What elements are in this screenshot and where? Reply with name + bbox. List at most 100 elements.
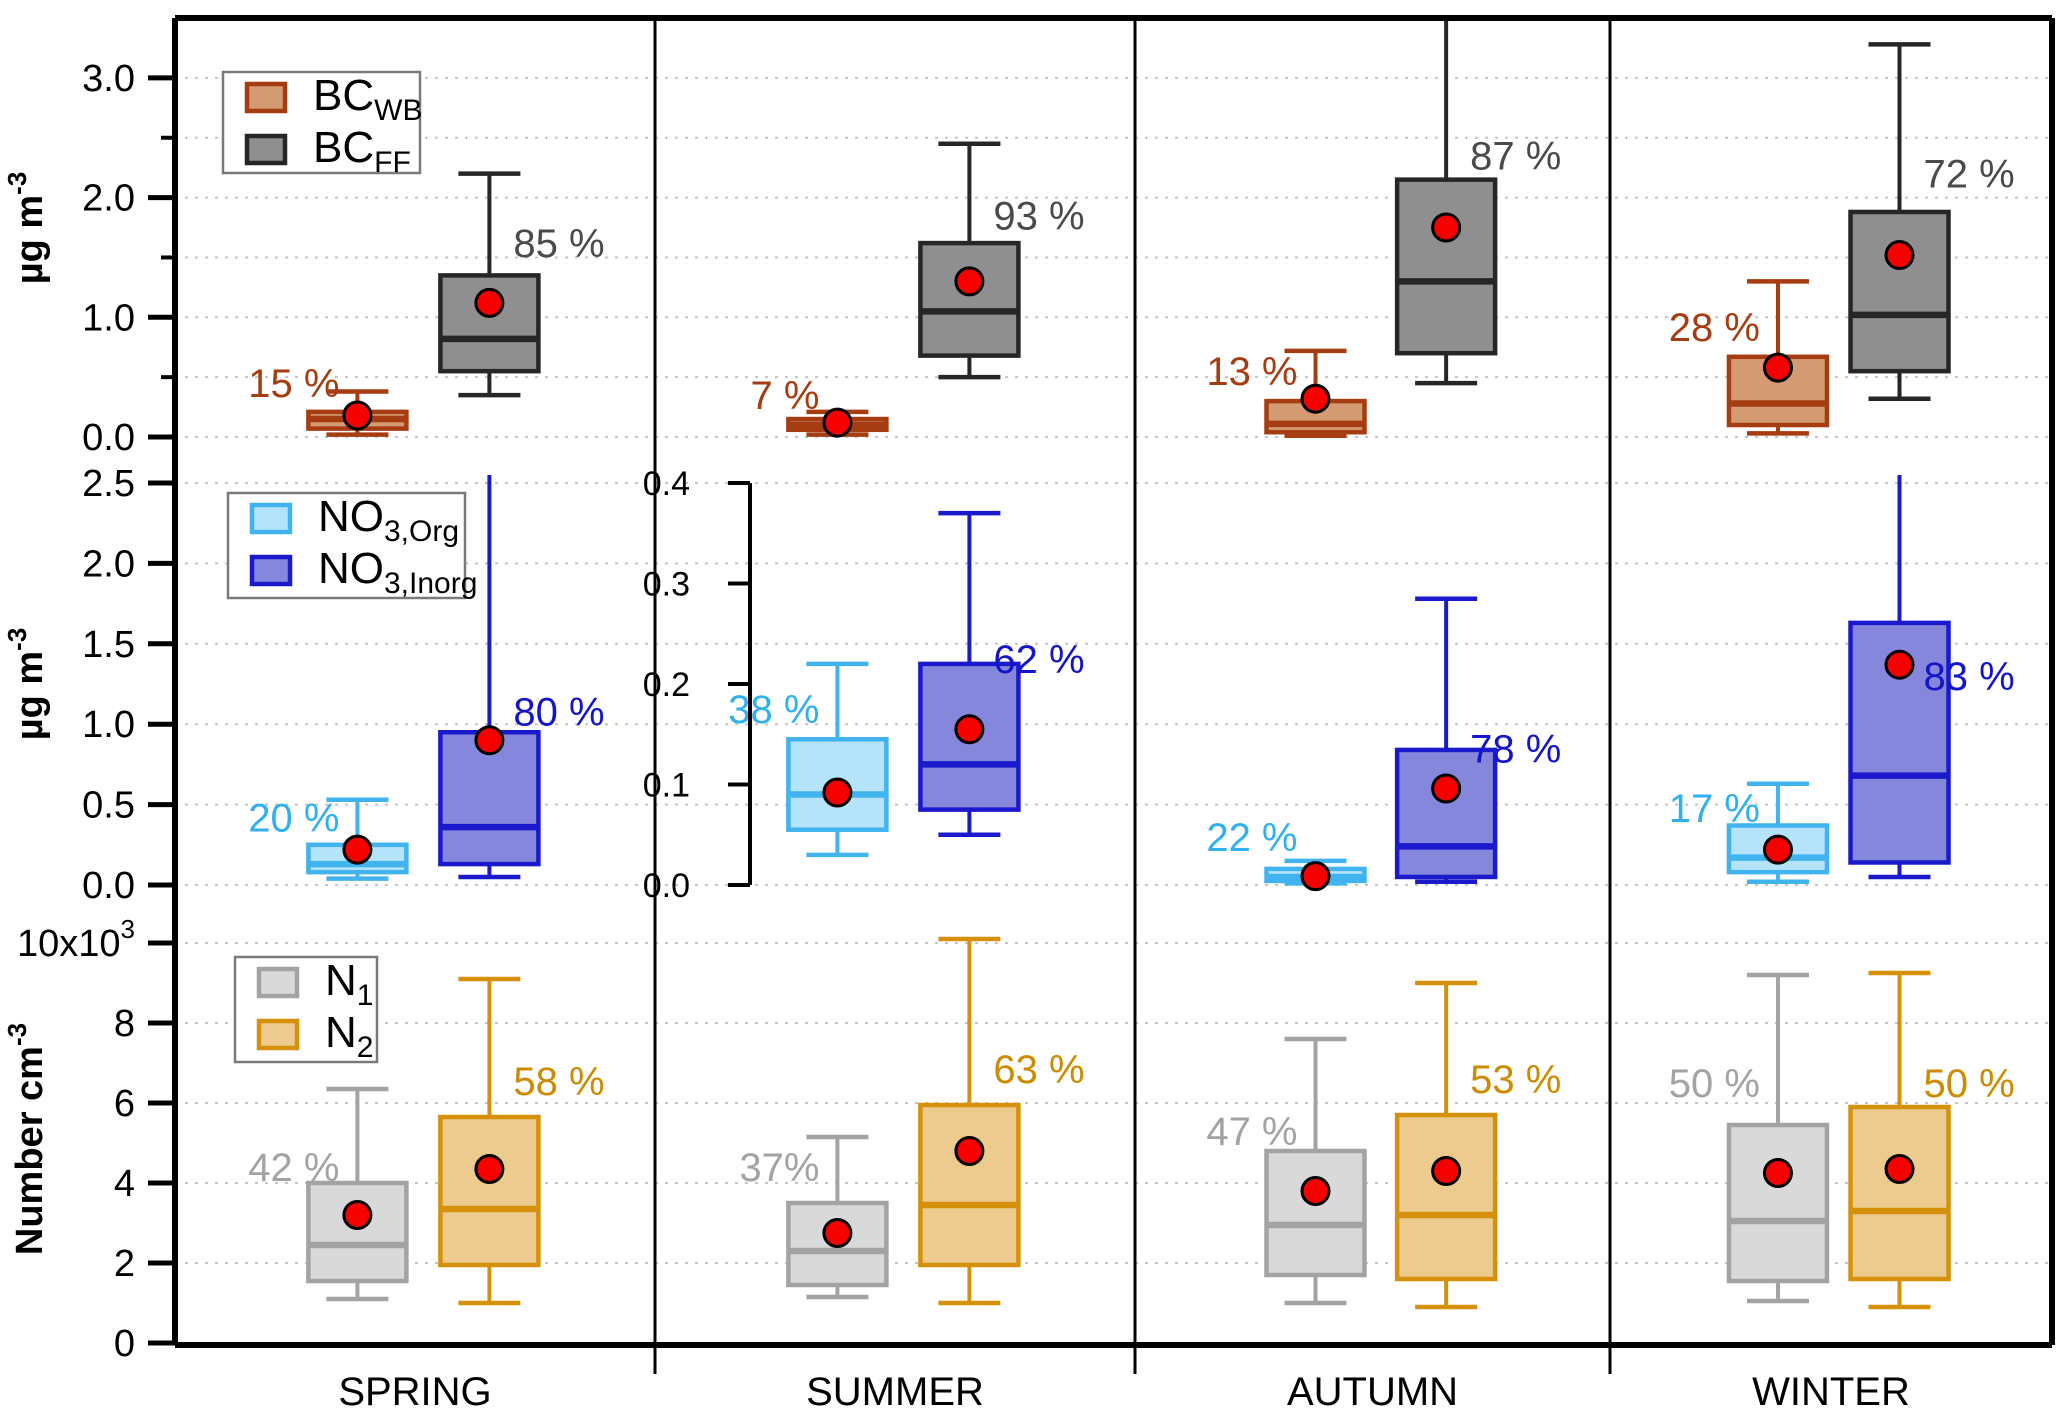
mean-marker — [1431, 1156, 1462, 1186]
box-rect — [1848, 209, 1951, 374]
inset-axis-tick-label: 0.3 — [643, 566, 690, 604]
y-tick-label: 1.0 — [82, 704, 135, 746]
share-label: 37% — [739, 1146, 819, 1190]
share-label: 28 % — [1669, 306, 1760, 350]
box-no3_org: 22 % — [1206, 816, 1367, 892]
box-bc_ff: 85 % — [438, 171, 605, 398]
inset-axis-tick-label: 0.1 — [643, 767, 690, 805]
box-n1: 47 % — [1206, 1036, 1367, 1306]
box-bc_ff: 72 % — [1848, 42, 2015, 401]
share-label: 80 % — [513, 690, 604, 734]
share-label: 63 % — [993, 1048, 1084, 1092]
box-rect — [918, 240, 1021, 358]
box-rect — [1264, 1148, 1367, 1278]
y-tick-label: 8 — [114, 1003, 135, 1045]
share-label: 50 % — [1924, 1062, 2015, 1106]
share-label: 62 % — [993, 638, 1084, 682]
share-label: 53 % — [1470, 1058, 1561, 1102]
mean-marker — [954, 266, 985, 297]
box-bc_wb: 13 % — [1206, 348, 1367, 439]
box-no3_inorg: 78 % — [1394, 596, 1561, 885]
box-rect — [1394, 1112, 1498, 1282]
mean-marker — [1300, 383, 1331, 414]
mean-marker — [1762, 352, 1793, 383]
mean-marker — [474, 1154, 505, 1184]
box-rect — [1726, 1122, 1830, 1284]
inset-axis: 0.0 0.1 0.2 0.3 0.4 — [643, 465, 752, 905]
y-tick-label: 6 — [114, 1083, 135, 1125]
share-label: 93 % — [993, 195, 1084, 239]
y-axis-n: 0 2 4 6 8 10x103 Number cm-3 — [2, 914, 175, 1365]
y-axis-title: Number cm-3 — [2, 1023, 51, 1255]
share-label: 87 % — [1470, 135, 1561, 179]
box-rect — [438, 1114, 541, 1268]
spines — [172, 15, 2055, 1374]
mean-marker — [1762, 1158, 1793, 1188]
panel-autumn-no3: 22 % 78 % — [1206, 596, 1561, 892]
share-label: 50 % — [1669, 1062, 1760, 1106]
box-n1: 50 % — [1669, 972, 1830, 1304]
box-rect — [1394, 747, 1498, 880]
legend-swatch-no3_inorg — [249, 554, 293, 587]
share-label: 22 % — [1206, 816, 1297, 860]
y-tick-label: 2.0 — [82, 543, 135, 585]
box-rect — [1848, 1104, 1951, 1282]
panel-summer-bc: 7 % 93 % — [750, 141, 1085, 438]
box-no3_inorg: 62 % — [918, 510, 1085, 837]
box-n2: 63 % — [918, 936, 1085, 1306]
y-tick-label: 0.5 — [82, 785, 135, 827]
share-label: 20 % — [248, 796, 339, 840]
mean-marker — [1884, 240, 1915, 271]
share-label: 17 % — [1669, 787, 1760, 831]
legend-swatch-bc_ff — [244, 133, 288, 166]
share-label: 7 % — [750, 374, 819, 418]
season-label-autumn: AUTUMN — [1287, 1370, 1458, 1414]
box-no3_inorg: 80 % — [438, 474, 605, 880]
season-label-winter: WINTER — [1752, 1370, 1910, 1414]
panel-winter-no3: 17 % 83 % — [1669, 474, 2015, 885]
mean-marker — [342, 1200, 373, 1230]
y-axis-bc: 0.01.02.03.0µg m-3 — [2, 58, 175, 459]
mean-marker — [474, 725, 505, 756]
share-label: 38 % — [728, 688, 819, 732]
mean-marker — [822, 777, 853, 808]
panel-summer-n: 37% 63 % — [739, 936, 1085, 1306]
mean-marker — [954, 714, 985, 745]
mean-marker — [342, 400, 373, 431]
box-no3_org: 38 % — [728, 661, 889, 858]
y-axis-no3: 0.0 0.5 1.0 1.5 2.0 2.5 µg m-3 — [2, 463, 175, 907]
inset-axis-tick-label: 0.0 — [643, 867, 690, 905]
y-tick-label: 3.0 — [82, 58, 135, 100]
mean-marker — [822, 1218, 853, 1248]
box-rect — [306, 1180, 409, 1284]
mean-marker — [822, 407, 853, 438]
y-tick-label: 1.0 — [82, 297, 135, 339]
share-label: 47 % — [1206, 1110, 1297, 1154]
box-n2: 53 % — [1394, 980, 1561, 1310]
y-tick-label: 2.5 — [82, 463, 135, 505]
share-label: 58 % — [513, 1060, 604, 1104]
share-label: 78 % — [1470, 727, 1561, 771]
y-tick-label: 0.0 — [82, 865, 135, 907]
inset-axis-tick-label: 0.4 — [643, 465, 690, 503]
box-n1: 42 % — [248, 1086, 409, 1302]
y-tick-label: 2 — [114, 1243, 135, 1285]
mean-marker — [1300, 1176, 1331, 1206]
panel-spring-bc: 15 % 85 % — [248, 171, 605, 437]
legend-swatch-bc_wb — [244, 81, 288, 114]
legend-swatch-n2 — [256, 1018, 300, 1051]
box-rect — [438, 729, 541, 867]
panel-winter-bc: 28 % 72 % — [1669, 42, 2015, 436]
mean-marker — [342, 834, 373, 865]
y-tick-label: 0 — [114, 1323, 135, 1365]
legend-swatch-n1 — [256, 966, 300, 999]
mean-marker — [1884, 649, 1915, 680]
box-bc_ff: 87 % — [1394, 18, 1561, 386]
box-bc_ff: 93 % — [918, 141, 1085, 380]
panel-autumn-n: 47 % 53 % — [1206, 980, 1561, 1310]
box-bc_wb: 28 % — [1669, 279, 1830, 436]
share-label: 85 % — [513, 222, 604, 266]
mean-marker — [1762, 834, 1793, 865]
